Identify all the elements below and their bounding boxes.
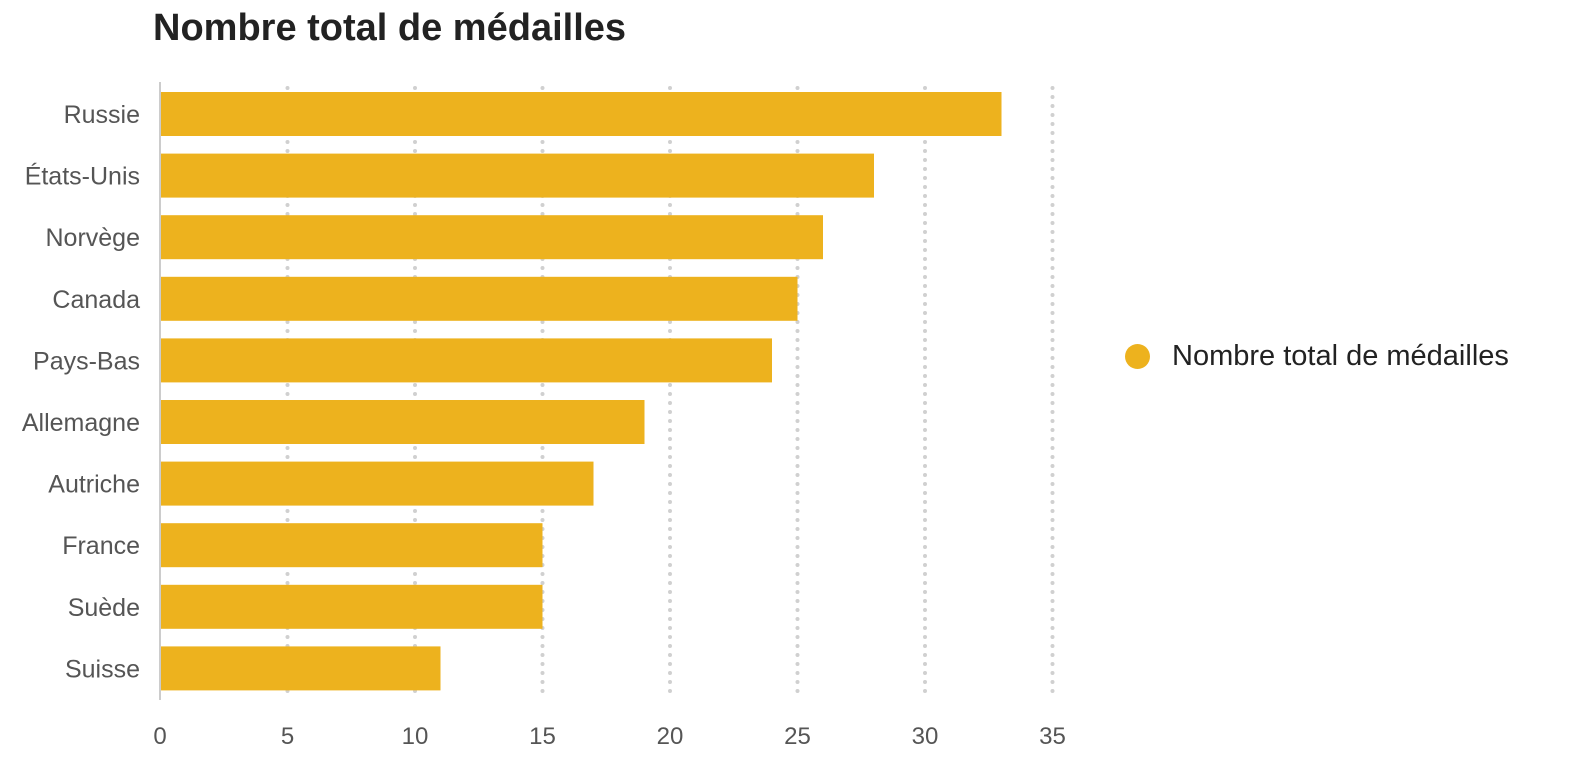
category-label: France — [62, 532, 140, 560]
bar — [161, 523, 543, 568]
bar — [161, 400, 645, 444]
bar — [161, 646, 441, 691]
bar — [161, 584, 543, 629]
x-tick-label: 5 — [281, 723, 294, 750]
bars — [161, 92, 1002, 691]
category-label: Norvège — [46, 224, 141, 252]
category-label: Suisse — [65, 655, 140, 683]
legend-swatch — [1125, 344, 1150, 369]
bar — [161, 92, 1002, 136]
x-tick-label: 30 — [912, 723, 939, 750]
bar — [161, 461, 594, 506]
category-label: États-Unis — [25, 162, 140, 191]
x-tick-label: 0 — [153, 723, 166, 750]
category-label: Pays-Bas — [33, 347, 140, 375]
x-tick-label: 15 — [529, 723, 556, 750]
x-tick-label: 20 — [657, 723, 684, 750]
x-tick-label: 35 — [1039, 723, 1066, 750]
bar — [161, 338, 772, 383]
category-label: Autriche — [48, 471, 140, 499]
legend-label: Nombre total de médailles — [1172, 340, 1509, 372]
category-label: Russie — [64, 101, 140, 129]
x-tick-label: 10 — [402, 723, 429, 750]
legend: Nombre total de médailles — [1125, 340, 1509, 373]
category-labels: Russie États-Unis Norvège Canada Pays-Bas All… — [22, 101, 140, 683]
chart-title: Nombre total de médailles — [153, 7, 627, 49]
bar — [161, 153, 874, 198]
grid-lines — [285, 86, 1055, 702]
x-tick-label: 25 — [784, 723, 811, 750]
category-label: Allemagne — [22, 409, 140, 437]
bar — [161, 276, 798, 321]
x-tick-labels: 0 5 10 15 20 25 30 35 — [153, 723, 1066, 750]
category-label: Canada — [52, 286, 140, 314]
bar — [161, 215, 823, 260]
category-label: Suède — [68, 594, 140, 622]
